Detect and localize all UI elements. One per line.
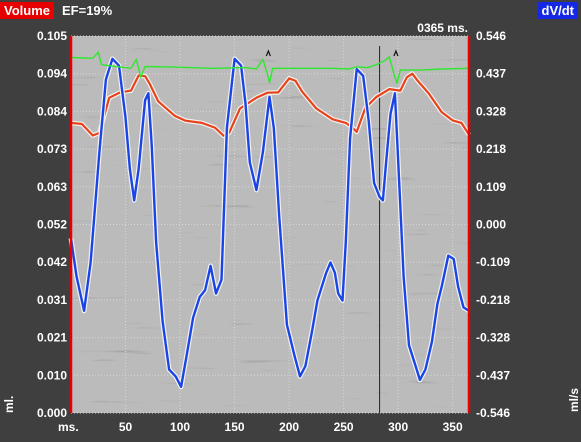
cursor-time-readout: 0365 ms. [417, 21, 468, 35]
left-tick-label: 0.000 [37, 406, 67, 420]
r-wave-marker-icon [393, 49, 399, 57]
dvdt-badge[interactable]: dV/dt [537, 2, 578, 19]
left-tick-label: 0.031 [37, 293, 67, 307]
left-tick-label: 0.021 [37, 331, 67, 345]
right-axis-unit-label: ml/s [567, 388, 581, 412]
right-tick-label: 0.437 [476, 67, 506, 81]
right-tick-label: 0.218 [476, 142, 506, 156]
right-tick-label: 0.546 [476, 29, 506, 43]
curves [68, 49, 471, 390]
x-axis-unit-label: ms. [58, 420, 79, 434]
x-tick-label: 50 [119, 420, 133, 434]
right-tick-label: 0.109 [476, 180, 506, 194]
dvdt-curve [69, 57, 470, 388]
right-tick-label: 0.000 [476, 218, 506, 232]
x-tick-label: 250 [334, 420, 354, 434]
x-tick-label: 200 [279, 420, 299, 434]
left-tick-label: 0.105 [37, 29, 67, 43]
left-tick-label: 0.042 [37, 255, 67, 269]
axes [69, 36, 471, 413]
left-tick-label: 0.052 [37, 218, 67, 232]
ecg-trace [70, 51, 470, 85]
ejection-fraction-label: EF=19% [62, 3, 113, 18]
volume-curve [70, 72, 470, 137]
right-tick-label: -0.218 [476, 293, 510, 307]
left-axis-unit-label: ml. [2, 396, 16, 413]
left-tick-label: 0.010 [37, 368, 67, 382]
left-tick-label: 0.094 [37, 67, 67, 81]
r-wave-marker-icon [265, 49, 271, 57]
right-tick-label: 0.328 [476, 104, 506, 118]
volume-badge[interactable]: Volume [0, 2, 54, 19]
right-tick-label: -0.328 [476, 331, 510, 345]
x-tick-label: 350 [443, 420, 463, 434]
x-tick-label: 300 [388, 420, 408, 434]
tick-labels: 0.105 0.094 0.084 0.073 0.063 0.052 0.042 0.031… [37, 29, 510, 434]
left-tick-label: 0.073 [37, 142, 67, 156]
left-tick-label: 0.063 [37, 180, 67, 194]
x-tick-label: 150 [225, 420, 245, 434]
right-tick-label: -0.546 [476, 406, 510, 420]
x-tick-label: 100 [170, 420, 190, 434]
left-tick-label: 0.084 [37, 104, 67, 118]
right-tick-label: -0.109 [476, 255, 510, 269]
right-tick-label: -0.437 [476, 368, 510, 382]
